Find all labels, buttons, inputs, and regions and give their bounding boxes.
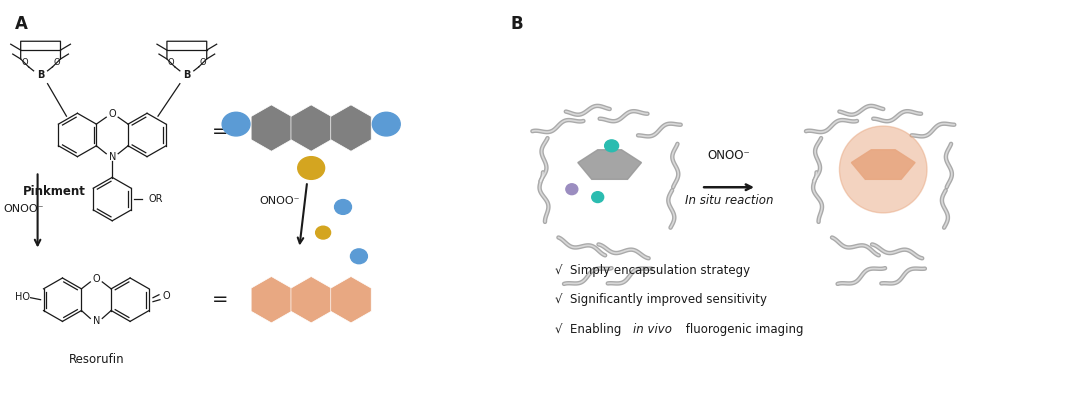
Circle shape <box>839 126 927 213</box>
Text: √  Significantly improved sensitivity: √ Significantly improved sensitivity <box>555 293 767 306</box>
Text: O: O <box>108 109 116 119</box>
Ellipse shape <box>605 140 619 152</box>
Polygon shape <box>252 276 292 323</box>
Ellipse shape <box>566 184 578 195</box>
Text: =: = <box>212 123 228 142</box>
Text: √  Enabling: √ Enabling <box>555 323 625 336</box>
Text: Resorufin: Resorufin <box>68 353 124 366</box>
Text: B: B <box>184 70 190 80</box>
Ellipse shape <box>592 192 604 202</box>
Text: √  Simply encapsulation strategy: √ Simply encapsulation strategy <box>555 263 750 276</box>
Text: =: = <box>212 290 228 309</box>
Polygon shape <box>330 105 372 151</box>
Text: A: A <box>15 15 28 33</box>
Text: Pinkment: Pinkment <box>23 185 86 198</box>
Polygon shape <box>330 276 372 323</box>
Ellipse shape <box>315 226 330 239</box>
Polygon shape <box>578 150 642 179</box>
Polygon shape <box>291 276 332 323</box>
Polygon shape <box>252 105 292 151</box>
Text: OR: OR <box>148 194 162 204</box>
Ellipse shape <box>335 200 351 214</box>
Text: O: O <box>93 274 100 284</box>
Polygon shape <box>291 105 332 151</box>
Ellipse shape <box>298 157 325 179</box>
Text: N: N <box>93 317 100 326</box>
Text: B: B <box>510 15 523 33</box>
Text: O: O <box>22 58 28 67</box>
Text: O: O <box>200 58 206 67</box>
Text: B: B <box>37 70 44 80</box>
Text: HO: HO <box>15 292 30 302</box>
Ellipse shape <box>222 112 249 136</box>
Text: In situ reaction: In situ reaction <box>685 194 773 207</box>
Text: O: O <box>162 291 170 301</box>
Text: fluorogenic imaging: fluorogenic imaging <box>683 323 804 336</box>
Text: ONOO⁻: ONOO⁻ <box>707 148 751 162</box>
Ellipse shape <box>373 112 401 136</box>
Text: O: O <box>53 58 59 67</box>
Polygon shape <box>851 150 915 179</box>
Text: N: N <box>108 152 116 162</box>
Ellipse shape <box>351 249 367 264</box>
Text: ONOO⁻: ONOO⁻ <box>3 204 44 214</box>
Text: O: O <box>167 58 174 67</box>
Text: ONOO⁻: ONOO⁻ <box>259 196 300 206</box>
Text: in vivo: in vivo <box>633 323 672 336</box>
